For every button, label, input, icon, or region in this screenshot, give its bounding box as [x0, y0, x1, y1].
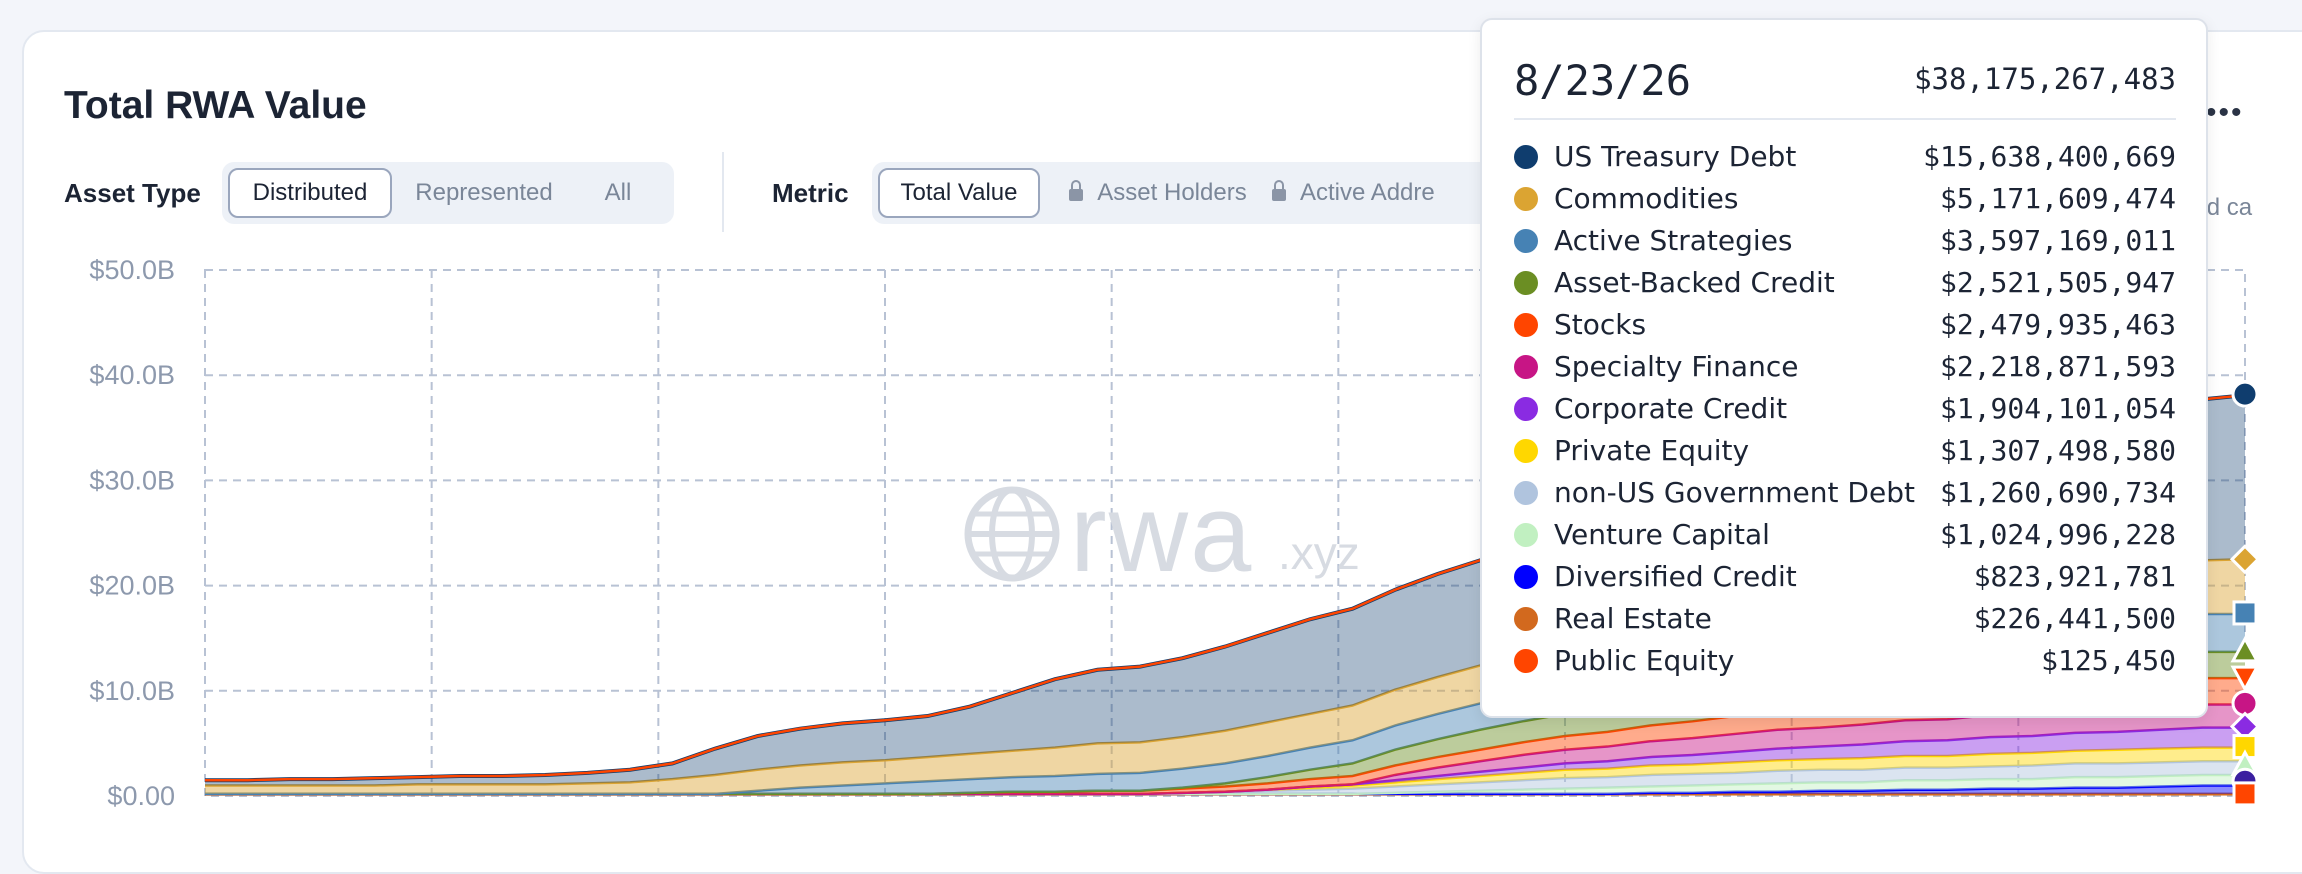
metric-option-active-addresses[interactable]: Active Addre — [1272, 168, 1492, 218]
globe-icon — [964, 486, 1060, 582]
metric-option-total-value[interactable]: Total Value — [878, 168, 1040, 218]
metric-option-asset-holders[interactable]: Asset Holders — [1058, 168, 1258, 218]
tooltip-series-name: Public Equity — [1554, 644, 1735, 677]
asset-type-option-represented[interactable]: Represented — [415, 179, 553, 206]
tooltip-row: Corporate Credit $1,904,101,054 — [1514, 390, 2176, 430]
tooltip-series-name: Specialty Finance — [1554, 350, 1799, 383]
end-marker-commodities — [2229, 544, 2261, 575]
tooltip-series-value: $1,307,498,580 — [1939, 434, 2176, 467]
chart-tooltip: 8/23/26 $38,175,267,483 US Treasury Debt… — [1480, 18, 2208, 718]
legend-dot-icon — [1514, 229, 1538, 253]
asset-type-label: Asset Type — [64, 178, 201, 208]
y-tick-label: $30.0B — [89, 465, 175, 495]
legend-dot-icon — [1514, 397, 1538, 421]
legend-dot-icon — [1514, 481, 1538, 505]
tooltip-divider — [1514, 118, 2176, 120]
tooltip-row: US Treasury Debt $15,638,400,669 — [1514, 138, 2176, 178]
legend-dot-icon — [1514, 145, 1538, 169]
asset-type-option-all[interactable]: All — [604, 179, 632, 206]
y-tick-label: $0.00 — [107, 781, 175, 811]
filter-divider — [722, 152, 724, 232]
tooltip-row: Specialty Finance $2,218,871,593 — [1514, 348, 2176, 388]
tooltip-series-value: $15,638,400,669 — [1923, 140, 2176, 173]
asset-type-option-distributed[interactable]: Distributed — [228, 168, 392, 218]
watermark-text: rwa — [1070, 472, 1254, 595]
legend-dot-icon — [1514, 187, 1538, 211]
tooltip-series-value: $1,024,996,228 — [1939, 518, 2176, 551]
end-marker-real-estate — [2232, 781, 2258, 807]
tooltip-series-value: $3,597,169,011 — [1939, 224, 2176, 257]
legend-dot-icon — [1514, 313, 1538, 337]
y-tick-label: $50.0B — [89, 255, 175, 285]
legend-dot-icon — [1514, 523, 1538, 547]
tooltip-date: 8/23/26 — [1514, 56, 1692, 105]
legend-dot-icon — [1514, 271, 1538, 295]
tooltip-series-name: Corporate Credit — [1554, 392, 1788, 425]
tooltip-series-value: $2,479,935,463 — [1939, 308, 2176, 341]
area-non-us-government-debt — [205, 761, 2245, 794]
tooltip-series-name: Stocks — [1554, 308, 1647, 341]
chart-title: Total RWA Value — [64, 84, 367, 127]
tooltip-series-name: Private Equity — [1554, 434, 1750, 467]
area-venture-capital — [205, 774, 2245, 794]
tooltip-row: Diversified Credit $823,921,781 — [1514, 558, 2176, 598]
tooltip-series-name: Commodities — [1554, 182, 1739, 215]
tooltip-row: Commodities $5,171,609,474 — [1514, 180, 2176, 220]
tooltip-series-name: Real Estate — [1554, 602, 1712, 635]
tooltip-row: Real Estate $226,441,500 — [1514, 600, 2176, 640]
end-marker-active-strategies — [2232, 600, 2258, 626]
lock-icon — [1069, 180, 1084, 201]
tooltip-series-name: Diversified Credit — [1554, 560, 1797, 593]
tooltip-row: Active Strategies $3,597,169,011 — [1514, 222, 2176, 262]
series-end-markers — [2229, 380, 2261, 807]
tooltip-row: Public Equity $125,450 — [1514, 642, 2176, 682]
tooltip-series-name: US Treasury Debt — [1554, 140, 1797, 173]
tooltip-series-value: $226,441,500 — [1973, 602, 2176, 635]
metric-label: Metric — [772, 178, 849, 208]
tooltip-total: $38,175,267,483 — [1914, 62, 2176, 96]
end-marker-stocks — [2230, 665, 2260, 693]
watermark-suffix: .xyz — [1278, 527, 1360, 579]
y-tick-label: $10.0B — [89, 676, 175, 706]
tooltip-series-value: $2,521,505,947 — [1939, 266, 2176, 299]
legend-dot-icon — [1514, 607, 1538, 631]
end-marker-asset-backed-credit — [2230, 635, 2260, 663]
tooltip-series-name: Active Strategies — [1554, 224, 1793, 257]
tooltip-row: Private Equity $1,307,498,580 — [1514, 432, 2176, 472]
tooltip-series-name: Venture Capital — [1554, 518, 1770, 551]
legend-dot-icon — [1514, 649, 1538, 673]
tooltip-series-name: non-US Government Debt — [1554, 476, 1915, 509]
tooltip-series-value: $823,921,781 — [1973, 560, 2176, 593]
legend-dot-icon — [1514, 565, 1538, 589]
lock-icon — [1272, 180, 1286, 201]
legend-dot-icon — [1514, 355, 1538, 379]
tooltip-series-value: $125,450 — [2041, 644, 2176, 677]
tooltip-row: Stocks $2,479,935,463 — [1514, 306, 2176, 346]
legend-dot-icon — [1514, 439, 1538, 463]
y-tick-label: $20.0B — [89, 571, 175, 601]
tooltip-series-name: Asset-Backed Credit — [1554, 266, 1835, 299]
tooltip-series-value: $1,904,101,054 — [1939, 392, 2176, 425]
tooltip-series-value: $1,260,690,734 — [1939, 476, 2176, 509]
tooltip-row: non-US Government Debt $1,260,690,734 — [1514, 474, 2176, 514]
metric-segmented-control: Total Value Asset Holders Active Addre — [872, 162, 1492, 224]
y-axis-ticks: $50.0B $40.0B $30.0B $20.0B $10.0B $0.00 — [89, 255, 175, 811]
tooltip-row: Asset-Backed Credit $2,521,505,947 — [1514, 264, 2176, 304]
plot-border — [204, 269, 2246, 797]
y-tick-label: $40.0B — [89, 360, 175, 390]
more-options-icon[interactable]: ••• — [2206, 96, 2244, 129]
tooltip-series-value: $5,171,609,474 — [1939, 182, 2176, 215]
tooltip-series-value: $2,218,871,593 — [1939, 350, 2176, 383]
end-marker-us-treasury-debt — [2231, 380, 2259, 408]
asset-type-segmented-control: Distributed Represented All — [222, 162, 674, 224]
tooltip-row: Venture Capital $1,024,996,228 — [1514, 516, 2176, 556]
